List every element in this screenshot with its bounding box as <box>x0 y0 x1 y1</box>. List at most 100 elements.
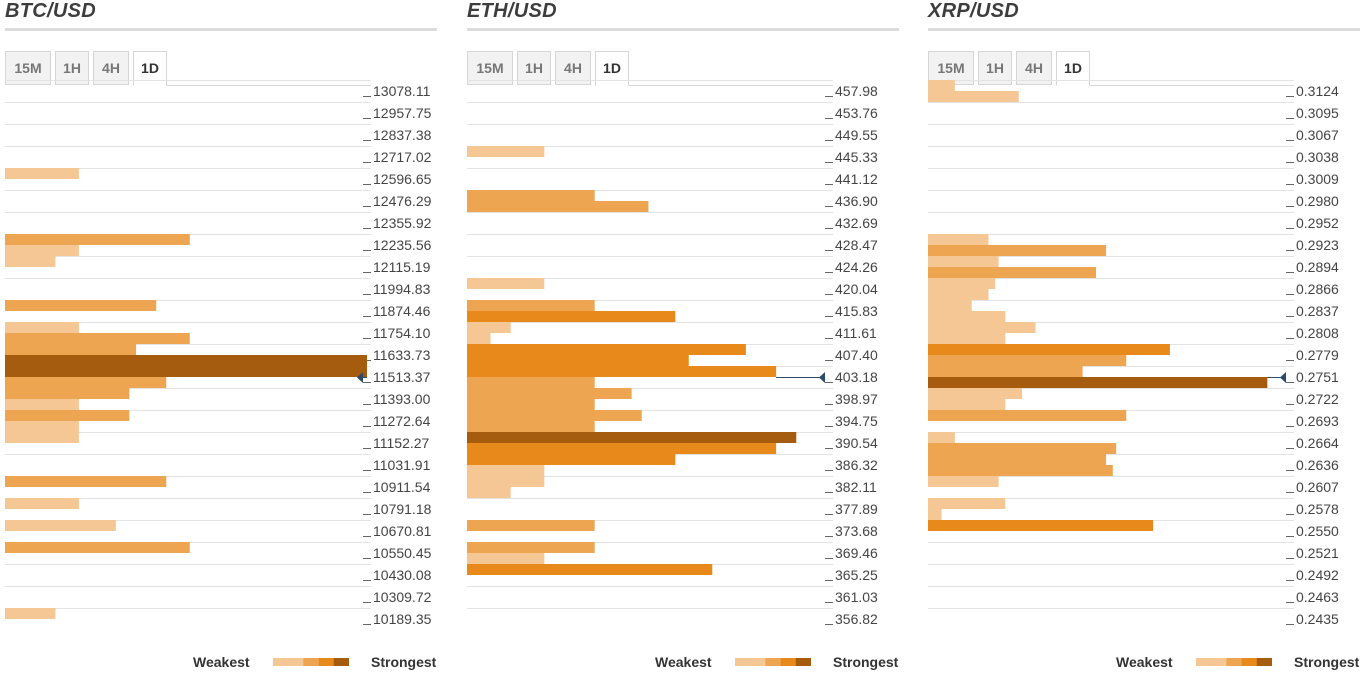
confluence-bar <box>928 245 1107 256</box>
legend-strongest: Strongest <box>371 654 437 670</box>
price-label: 411.61 <box>835 325 877 341</box>
confluence-bar <box>928 355 1127 366</box>
price-label: 0.2779 <box>1296 347 1339 363</box>
price-label: 436.90 <box>835 193 878 209</box>
price-label: 12596.65 <box>373 171 432 187</box>
confluence-bar <box>928 278 996 289</box>
confluence-bar <box>467 564 713 575</box>
confluence-bar <box>467 421 595 432</box>
tab-15m[interactable]: 15M <box>5 51 51 85</box>
confluence-bar <box>467 454 676 465</box>
price-label: 11393.00 <box>373 391 431 407</box>
confluence-bar <box>467 344 746 355</box>
confluence-bar <box>928 311 1006 322</box>
price-label: 11031.91 <box>373 457 431 473</box>
panel-title: XRP/USD <box>928 0 1020 22</box>
confluence-bar <box>467 278 545 289</box>
price-label: 10309.72 <box>373 589 432 605</box>
confluence-bar <box>5 168 79 179</box>
legend-gradient <box>273 658 349 666</box>
price-label: 0.2866 <box>1296 281 1339 297</box>
tab-1h[interactable]: 1H <box>55 51 89 85</box>
xrp-usd-panel: XRP/USD 15M 1H 4H 1D 0.3124 0.3095 0.3067 0… <box>928 0 1360 684</box>
confluence-bar <box>467 300 595 311</box>
current-price-marker <box>1280 372 1286 383</box>
price-label: 0.2607 <box>1296 479 1339 495</box>
price-label: 0.2435 <box>1296 611 1339 627</box>
price-label: 10550.45 <box>373 545 432 561</box>
confluence-bar <box>467 322 511 333</box>
confluence-bar <box>928 91 1019 102</box>
confluence-bar <box>5 520 116 531</box>
legend-swatch <box>1256 658 1272 666</box>
confluence-bar <box>467 311 676 322</box>
price-label: 390.54 <box>835 435 878 451</box>
legend-swatch <box>1241 658 1257 666</box>
price-label: 424.26 <box>835 259 878 275</box>
price-label: 0.2636 <box>1296 457 1339 473</box>
price-label: 457.98 <box>835 83 878 99</box>
price-label: 365.25 <box>835 567 878 583</box>
confluence-bar <box>467 388 632 399</box>
price-label: 382.11 <box>835 479 877 495</box>
confluence-bar <box>5 355 367 366</box>
price-label: 449.55 <box>835 127 878 143</box>
confluence-bar <box>928 377 1268 388</box>
price-label: 11754.10 <box>373 325 431 341</box>
confluence-bar <box>5 322 79 333</box>
confluence-bar <box>5 366 367 377</box>
confluence-bar <box>928 410 1127 421</box>
confluence-bar <box>5 476 167 487</box>
confluence-bar <box>5 421 79 432</box>
legend-swatch <box>1226 658 1242 666</box>
confluence-bar <box>5 388 130 399</box>
price-label: 0.2492 <box>1296 567 1339 583</box>
legend-swatch <box>780 658 796 666</box>
confluence-bar <box>5 344 137 355</box>
legend-gradient <box>735 658 811 666</box>
tab-15m[interactable]: 15M <box>928 51 974 85</box>
price-label: 445.33 <box>835 149 878 165</box>
confluence-bar <box>5 234 190 245</box>
price-label: 369.46 <box>835 545 878 561</box>
price-label: 0.2894 <box>1296 259 1339 275</box>
confluence-bar <box>467 410 642 421</box>
legend-swatch <box>750 658 766 666</box>
price-label: 13078.11 <box>373 83 431 99</box>
confluence-bar <box>467 553 545 564</box>
confluence-bar <box>467 201 649 212</box>
price-label: 12476.29 <box>373 193 432 209</box>
confluence-bar <box>5 256 56 267</box>
confluence-bar <box>928 443 1117 454</box>
tab-1h[interactable]: 1H <box>978 51 1012 85</box>
confluence-bar <box>467 520 595 531</box>
tab-15m[interactable]: 15M <box>467 51 513 85</box>
price-label: 398.97 <box>835 391 878 407</box>
tab-1h[interactable]: 1H <box>517 51 551 85</box>
price-label: 386.32 <box>835 457 878 473</box>
tab-4h[interactable]: 4H <box>93 51 129 85</box>
confluence-bar <box>467 465 545 476</box>
price-label: 0.2550 <box>1296 523 1339 539</box>
confluence-bar <box>467 487 511 498</box>
legend-swatch <box>273 658 289 666</box>
tab-4h[interactable]: 4H <box>555 51 591 85</box>
tab-4h[interactable]: 4H <box>1016 51 1052 85</box>
price-label: 0.2952 <box>1296 215 1339 231</box>
price-label: 432.69 <box>835 215 878 231</box>
confluence-chart: 13078.11 12957.75 12837.38 12717.02 12596.65… <box>5 80 432 627</box>
price-label: 0.3124 <box>1296 83 1339 99</box>
confluence-bar <box>928 256 999 267</box>
legend-swatch <box>765 658 781 666</box>
price-label: 407.40 <box>835 347 878 363</box>
confluence-bar <box>928 322 1036 333</box>
confluence-bar <box>467 190 595 201</box>
confluence-bar <box>5 498 79 509</box>
confluence-bar <box>928 300 972 311</box>
legend-swatch <box>318 658 334 666</box>
legend-weakest: Weakest <box>655 654 712 670</box>
price-label: 0.2923 <box>1296 237 1339 253</box>
legend-strongest: Strongest <box>833 654 899 670</box>
price-label: 0.2693 <box>1296 413 1339 429</box>
price-label: 420.04 <box>835 281 878 297</box>
